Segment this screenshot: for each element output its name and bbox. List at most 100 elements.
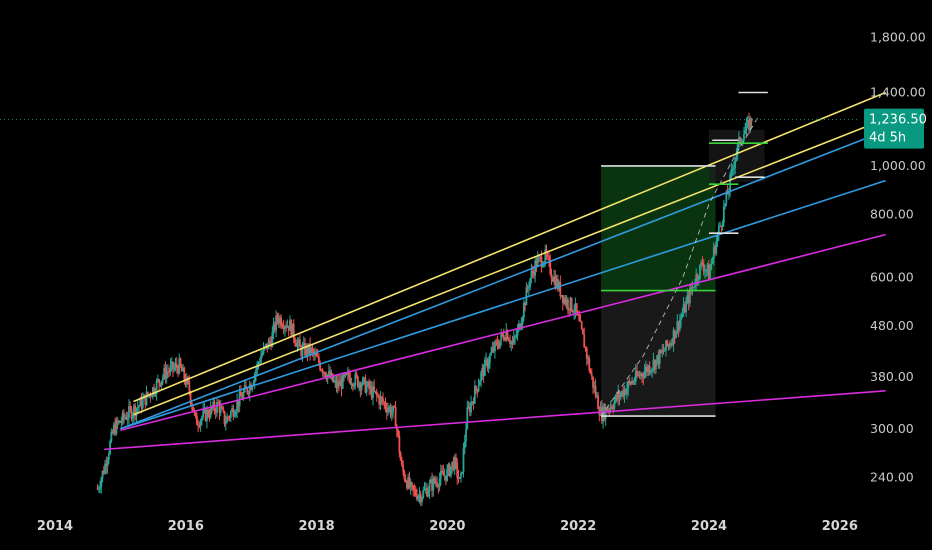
candle-body bbox=[499, 340, 501, 348]
candle-body bbox=[592, 376, 594, 388]
candle-body bbox=[492, 347, 495, 352]
candle-body bbox=[109, 441, 111, 455]
candle-body bbox=[389, 406, 392, 416]
candle-body bbox=[212, 401, 215, 409]
candle-body bbox=[637, 374, 640, 376]
candle-body bbox=[119, 421, 122, 423]
candle-body bbox=[231, 408, 233, 412]
candle-body bbox=[367, 381, 369, 386]
current-price-tag: 1,236.50 4d 5h bbox=[864, 108, 927, 149]
candle-body bbox=[217, 402, 220, 404]
candle-body bbox=[180, 366, 183, 372]
candle-body bbox=[195, 415, 198, 426]
candle-body bbox=[292, 323, 295, 339]
candle-body bbox=[495, 341, 498, 343]
candle-body bbox=[701, 262, 704, 265]
candle-body bbox=[375, 391, 378, 396]
candle-body bbox=[514, 336, 516, 338]
candle-body bbox=[490, 351, 493, 355]
candle-body bbox=[413, 489, 416, 491]
candle-body bbox=[724, 203, 726, 207]
candle-body bbox=[599, 407, 602, 416]
candle-body bbox=[526, 287, 529, 289]
candle-body bbox=[725, 191, 728, 204]
candle-body bbox=[111, 431, 114, 434]
candle-body bbox=[387, 409, 389, 413]
candle-body bbox=[685, 301, 688, 313]
candle-body bbox=[604, 407, 607, 420]
candle-body bbox=[334, 380, 337, 382]
candle-body bbox=[126, 417, 129, 420]
candle-body bbox=[116, 420, 119, 424]
candle-body bbox=[110, 431, 113, 442]
candle-body bbox=[133, 405, 135, 415]
candle-body bbox=[463, 441, 466, 449]
candle-body bbox=[748, 119, 750, 131]
candle-body bbox=[574, 303, 577, 312]
candle-body bbox=[529, 278, 532, 288]
candle-body bbox=[329, 371, 332, 378]
candle-body bbox=[356, 376, 359, 387]
time-axis[interactable]: 2014 2016 2018 2020 2022 2024 2026 bbox=[37, 519, 858, 534]
candle-body bbox=[544, 249, 547, 263]
candle-body bbox=[505, 330, 508, 341]
candle-body bbox=[388, 406, 391, 410]
candle-body bbox=[702, 264, 705, 272]
candle-body bbox=[151, 387, 154, 397]
candle-body bbox=[639, 373, 642, 376]
candle-body bbox=[657, 355, 660, 365]
candle-body bbox=[301, 346, 304, 356]
candle-body bbox=[531, 270, 534, 272]
candle-body bbox=[320, 369, 323, 371]
candle-body bbox=[653, 360, 656, 370]
candle-body bbox=[206, 410, 208, 421]
candle-body bbox=[444, 475, 447, 481]
candle-body bbox=[721, 222, 724, 227]
candle-body bbox=[397, 429, 399, 436]
candle-body bbox=[262, 347, 265, 354]
candle-body bbox=[349, 377, 352, 384]
price-tick-label: 1,800.00 bbox=[870, 30, 926, 45]
candle-body bbox=[670, 342, 672, 347]
candle-body bbox=[272, 323, 275, 332]
candle-body bbox=[379, 396, 382, 405]
candle-body bbox=[155, 380, 158, 394]
candle-body bbox=[676, 321, 679, 333]
candle-body bbox=[275, 315, 278, 331]
range-box-upper bbox=[601, 165, 716, 291]
candle-body bbox=[530, 270, 533, 279]
candle-body bbox=[572, 310, 574, 313]
price-axis[interactable]: 1,800.00 1,400.00 1,000.00 800.00 600.00 480.… bbox=[870, 30, 926, 485]
candle-body bbox=[460, 472, 462, 477]
candle-body bbox=[146, 391, 149, 396]
candle-body bbox=[556, 279, 559, 290]
candle-body bbox=[380, 396, 383, 399]
candle-body bbox=[184, 379, 187, 385]
candle-body bbox=[414, 489, 417, 496]
candle-body bbox=[255, 370, 257, 375]
candle-body bbox=[665, 340, 667, 351]
candle-body bbox=[477, 385, 480, 392]
candle-body bbox=[114, 424, 117, 434]
candle-body bbox=[633, 381, 636, 383]
candle-body bbox=[233, 414, 236, 417]
candle-body bbox=[317, 356, 320, 364]
candle-body bbox=[634, 370, 637, 382]
candle-body bbox=[646, 366, 649, 373]
candle-body bbox=[648, 366, 651, 373]
time-tick-label: 2024 bbox=[691, 519, 727, 534]
candle-body bbox=[431, 479, 433, 491]
candle-body bbox=[328, 371, 330, 375]
candle-body bbox=[491, 347, 494, 352]
candle-body bbox=[153, 387, 156, 394]
time-tick-label: 2016 bbox=[168, 519, 204, 534]
candle-body bbox=[668, 344, 671, 347]
candle-body bbox=[538, 256, 540, 258]
candle-body bbox=[458, 476, 461, 479]
candle-body bbox=[378, 396, 381, 405]
candle-body bbox=[344, 373, 347, 377]
candle-body bbox=[649, 370, 652, 373]
candle-body bbox=[307, 343, 310, 355]
candle-body bbox=[289, 320, 291, 331]
